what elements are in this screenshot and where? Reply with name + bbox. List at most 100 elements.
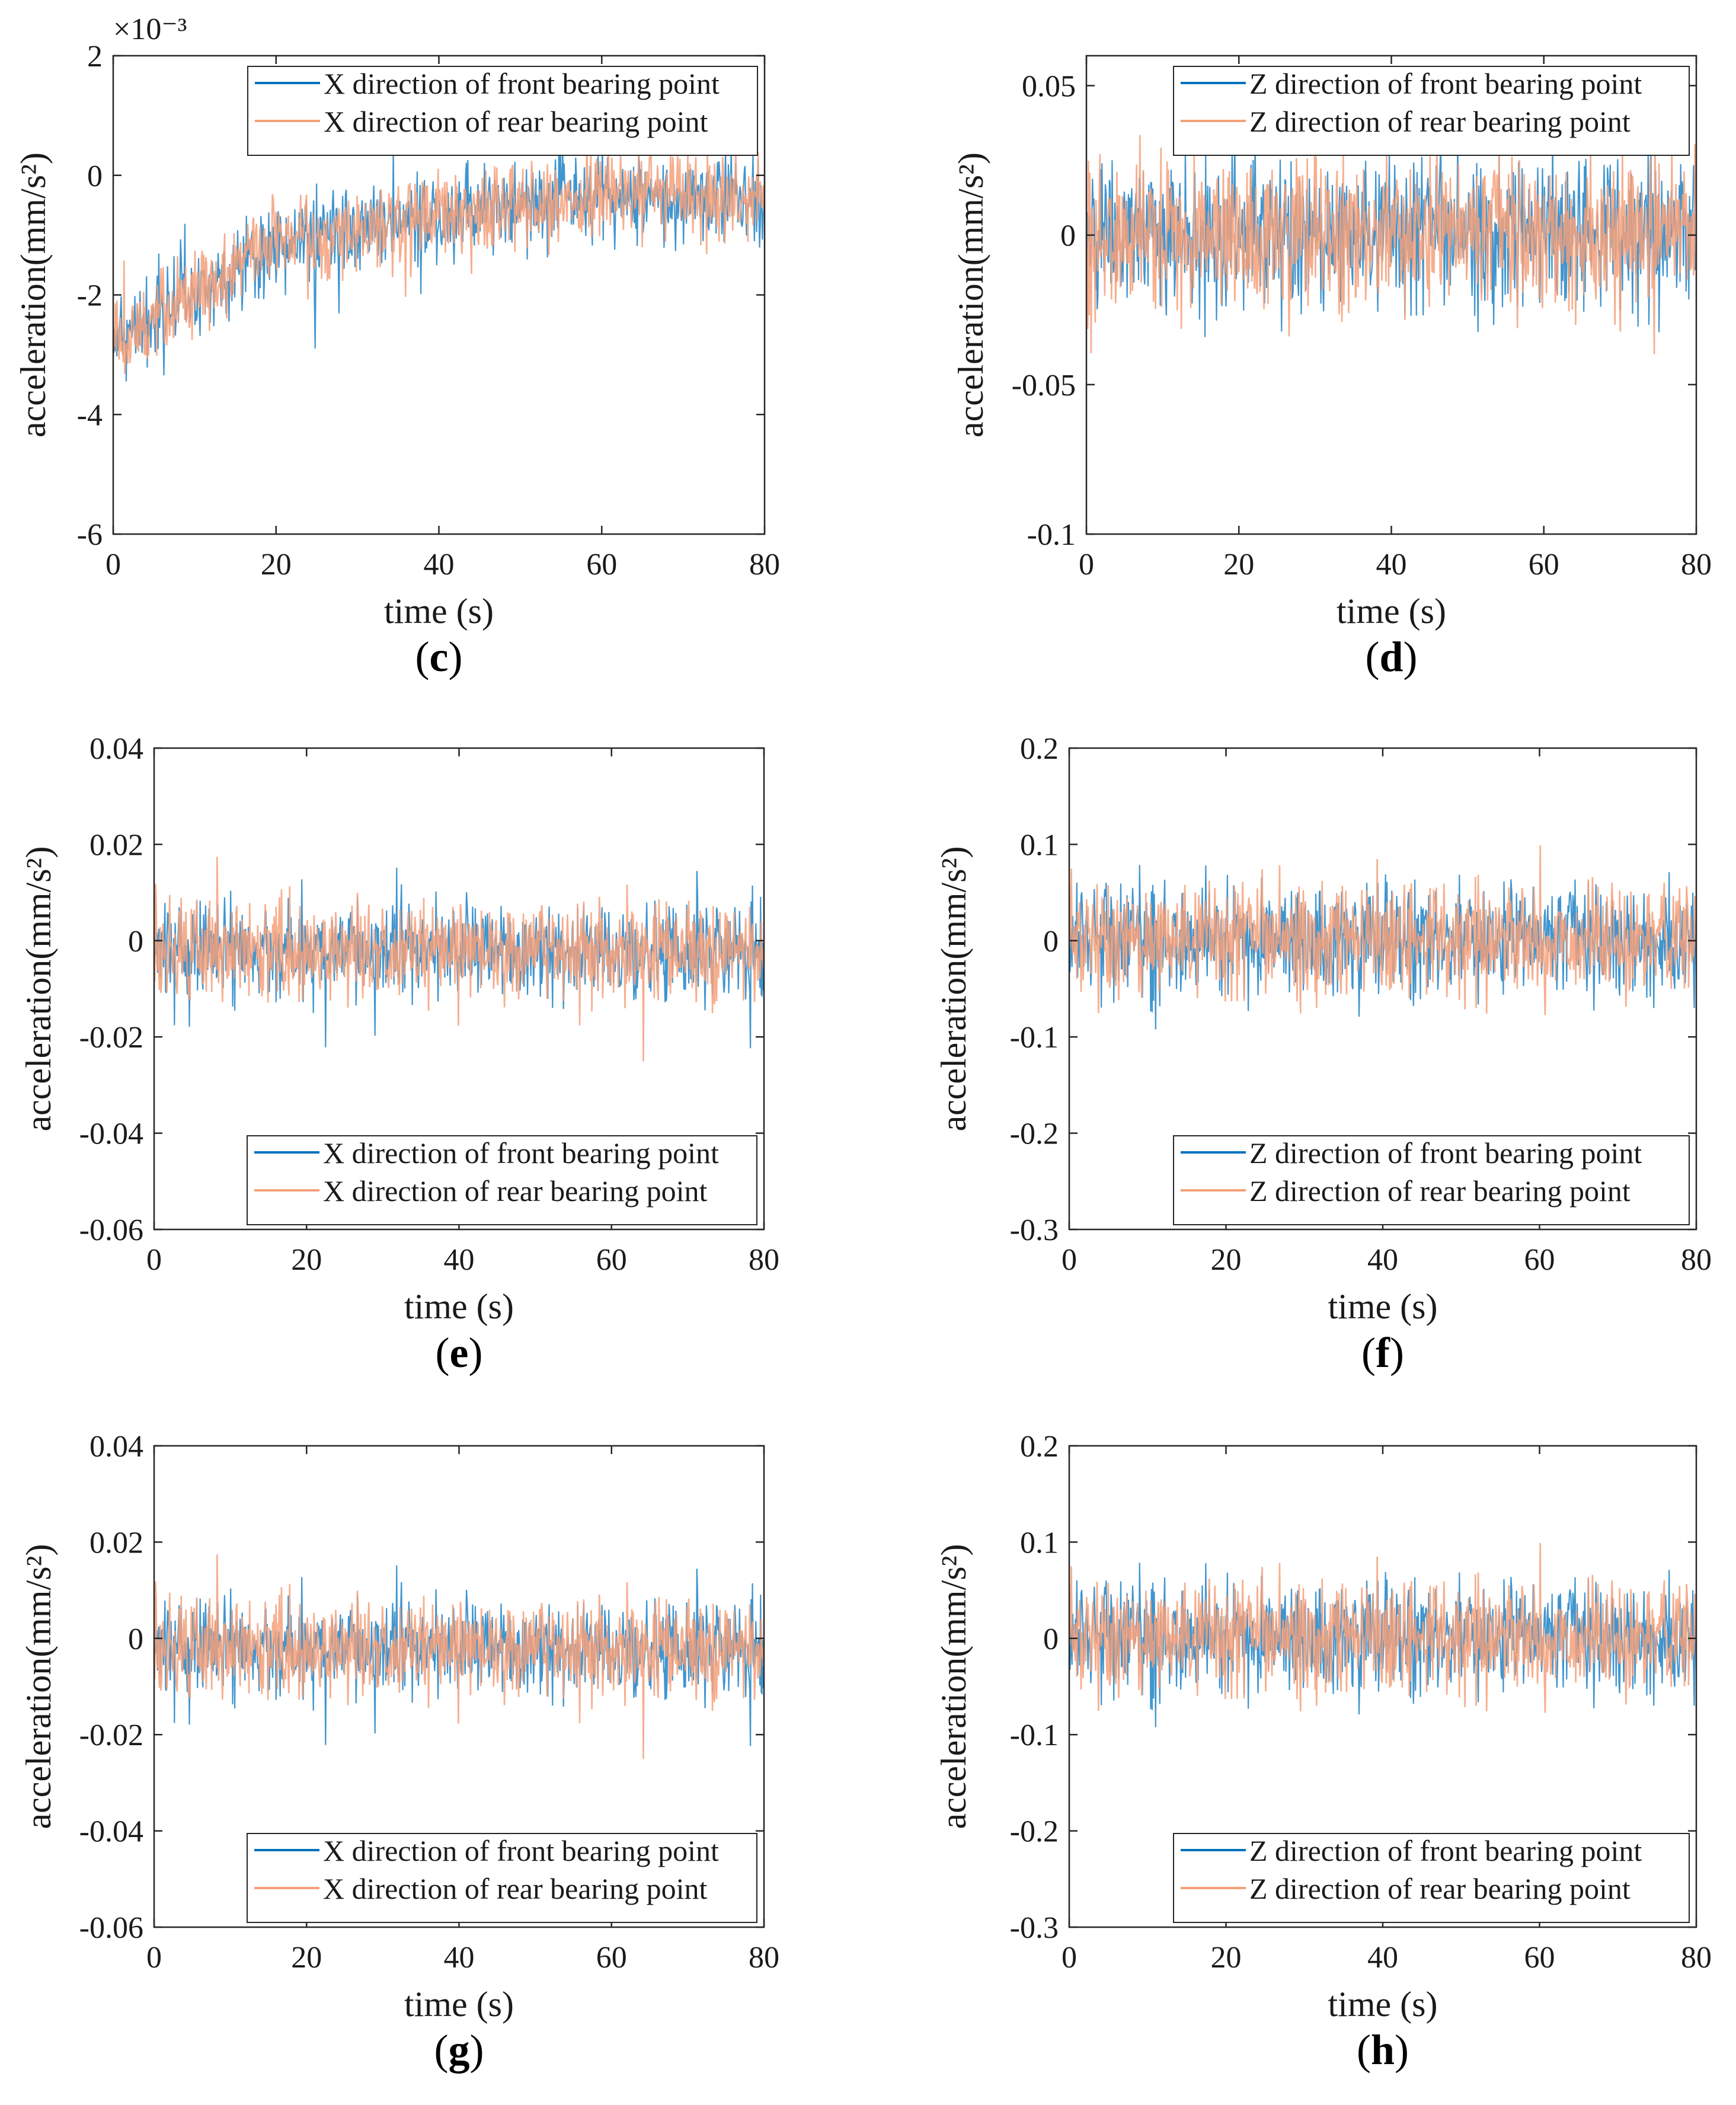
y-tick-label: 0 [1043, 925, 1059, 959]
series-line-2 [113, 140, 765, 374]
y-tick-label: 0 [87, 159, 103, 193]
x-tick-label: 20 [261, 548, 292, 582]
x-tick-label: 0 [146, 1941, 162, 1975]
series-line-2 [1069, 1542, 1696, 1713]
legend-entry-1: Z direction of front bearing point [1249, 1834, 1642, 1867]
x-tick-label: 40 [1367, 1941, 1398, 1975]
y-tick-label: 0.02 [89, 828, 143, 862]
y-tick-label: 0.05 [1022, 69, 1076, 103]
x-tick-label: 80 [749, 1941, 779, 1975]
x-axis-label: time (s) [1328, 1287, 1438, 1326]
x-tick-label: 60 [596, 1243, 627, 1277]
x-tick-label: 60 [596, 1941, 627, 1975]
legend-entry-2: X direction of rear bearing point [324, 105, 708, 138]
y-tick-label: -0.3 [1010, 1911, 1059, 1945]
x-tick-label: 0 [105, 548, 121, 582]
legend-box [247, 1135, 757, 1225]
x-tick-label: 60 [1529, 548, 1559, 582]
x-tick-label: 0 [1062, 1243, 1077, 1277]
y-tick-label: 0.04 [89, 732, 143, 766]
x-tick-label: 40 [444, 1243, 475, 1277]
x-tick-label: 80 [749, 1243, 779, 1277]
x-tick-label: 40 [444, 1941, 475, 1975]
legend-entry-1: X direction of front bearing point [324, 67, 720, 100]
panel-d: 0 20 40 60 80 0.05 0 -0.05 -0.1 time (s) accelerat… [951, 55, 1712, 681]
x-tick-label: 60 [1524, 1941, 1555, 1975]
x-axis-label: time (s) [1337, 592, 1446, 631]
x-tick-label: 40 [1367, 1243, 1398, 1277]
y-tick-label: 0.2 [1020, 732, 1059, 766]
y-tick-label: -0.2 [1010, 1815, 1059, 1849]
x-tick-label: 20 [1211, 1243, 1242, 1277]
y-tick-label: 0 [1043, 1622, 1059, 1656]
y-tick-label: -0.06 [79, 1911, 143, 1945]
x-axis-label: time (s) [404, 1287, 514, 1326]
x-tick-label: 60 [1524, 1243, 1555, 1277]
series-line-2 [154, 857, 764, 1062]
y-tick-label: 0 [128, 925, 143, 959]
y-axis-label: acceleration(mm/s²) [934, 846, 973, 1131]
x-axis-label: time (s) [404, 1985, 514, 2024]
y-tick-label: 0 [1060, 219, 1076, 253]
y-tick-label: -0.2 [1010, 1117, 1059, 1151]
legend-entry-2: X direction of rear bearing point [323, 1174, 707, 1208]
panel-label: (h) [1357, 2026, 1409, 2074]
legend-entry-1: X direction of front bearing point [323, 1136, 719, 1170]
x-tick-label: 20 [1223, 548, 1254, 582]
y-tick-label: -0.1 [1010, 1719, 1059, 1752]
y-scale-label: ×10⁻³ [113, 12, 187, 46]
series-line-2 [154, 1554, 764, 1759]
y-tick-label: -0.04 [79, 1117, 143, 1151]
y-axis-label: acceleration(mm/s²) [19, 846, 58, 1131]
y-tick-label: -6 [77, 518, 103, 552]
series-line-2 [1086, 105, 1696, 354]
x-tick-label: 80 [749, 548, 780, 582]
y-axis-label: acceleration(mm/s²) [14, 152, 53, 437]
legend-entry-1: X direction of front bearing point [323, 1834, 719, 1867]
x-tick-label: 80 [1681, 1243, 1712, 1277]
legend-box [1173, 66, 1690, 156]
legend-box [247, 66, 758, 156]
x-tick-label: 20 [291, 1243, 322, 1277]
y-tick-label: -2 [77, 279, 103, 313]
x-tick-label: 0 [146, 1243, 162, 1277]
legend-entry-1: Z direction of front bearing point [1249, 67, 1642, 100]
y-tick-label: -0.02 [79, 1719, 143, 1752]
y-tick-label: 0.2 [1020, 1430, 1059, 1464]
y-tick-label: 0.1 [1020, 1526, 1059, 1560]
panel-e: 0 20 40 60 80 0.04 0.02 0 -0.02 -0.04 -0.06 time (s… [19, 732, 779, 1376]
x-tick-label: 20 [291, 1941, 322, 1975]
y-tick-label: 0 [128, 1622, 143, 1656]
x-tick-label: 40 [1376, 548, 1407, 582]
y-tick-label: -0.04 [79, 1815, 143, 1849]
y-tick-label: -0.02 [79, 1021, 143, 1055]
legend-box [1173, 1135, 1690, 1225]
x-tick-label: 0 [1079, 548, 1094, 582]
panel-label: (d) [1365, 633, 1417, 681]
panel-label: (f) [1361, 1329, 1404, 1376]
x-tick-label: 80 [1681, 1941, 1712, 1975]
y-tick-label: -0.3 [1010, 1213, 1059, 1247]
panel-label: (g) [434, 2026, 484, 2074]
y-axis-label: acceleration(mm/s²) [934, 1544, 973, 1829]
x-tick-label: 40 [424, 548, 455, 582]
panel-f: 0 20 40 60 80 0.2 0.1 0 -0.1 -0.2 -0.3 time (s) acce… [934, 732, 1712, 1376]
legend-entry-2: Z direction of rear bearing point [1249, 105, 1631, 138]
y-tick-label: 2 [87, 40, 103, 74]
series-line-2 [1069, 845, 1696, 1015]
panel-h: 0 20 40 60 80 0.2 0.1 0 -0.1 -0.2 -0.3 time (s) acce… [934, 1430, 1712, 2074]
y-tick-label: 0.02 [89, 1526, 143, 1560]
y-axis-label: acceleration(mm/s²) [19, 1544, 58, 1829]
panel-label: (c) [415, 633, 463, 681]
x-axis-label: time (s) [1328, 1985, 1438, 2024]
x-tick-label: 0 [1062, 1941, 1077, 1975]
x-tick-label: 60 [586, 548, 617, 582]
y-tick-label: -0.1 [1027, 518, 1076, 552]
legend-box [1173, 1833, 1690, 1923]
panel-g: 0 20 40 60 80 0.04 0.02 0 -0.02 -0.04 -0.06 time (s… [19, 1430, 779, 2074]
panel-label: (e) [436, 1329, 483, 1376]
legend-box [247, 1833, 757, 1923]
y-tick-label: -0.05 [1012, 369, 1076, 403]
